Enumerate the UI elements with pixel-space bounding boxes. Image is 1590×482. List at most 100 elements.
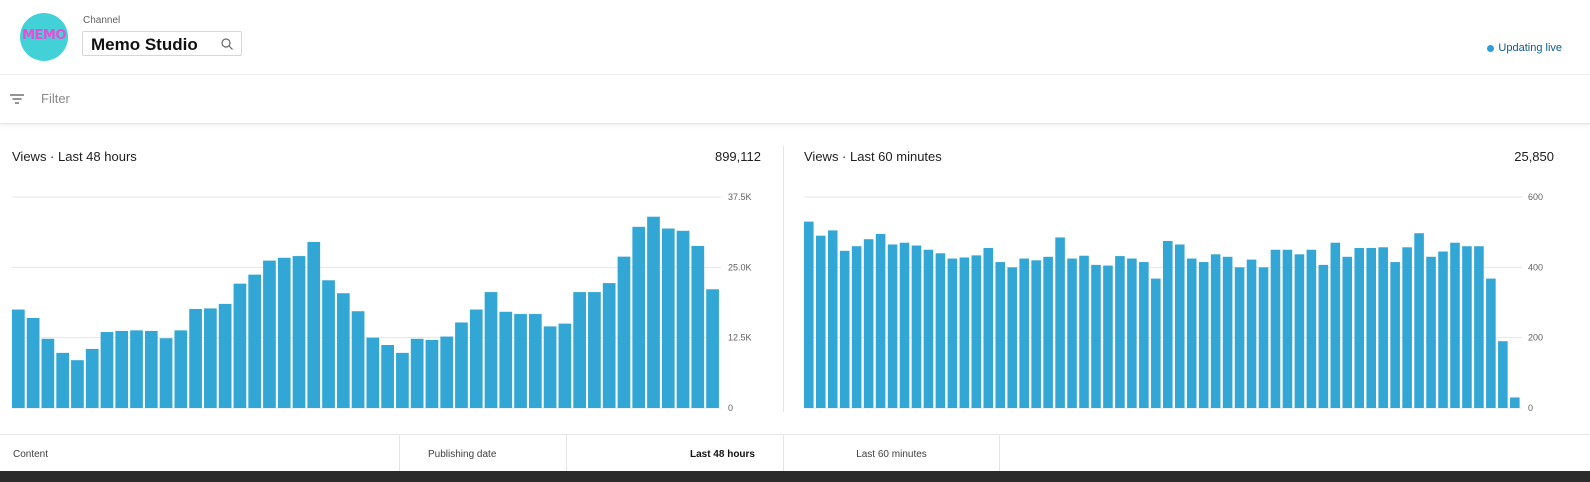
chart-48h-bar[interactable] <box>322 280 335 408</box>
chart-60m-bar[interactable] <box>1079 255 1089 408</box>
chart-60m-bar[interactable] <box>1498 341 1508 408</box>
column-publishing-date[interactable]: Publishing date <box>400 435 567 475</box>
chart-60m-bar[interactable] <box>983 247 994 408</box>
chart-48h-bar[interactable] <box>100 332 114 408</box>
chart-48h-bar[interactable] <box>661 228 675 408</box>
channel-selector[interactable]: Memo Studio <box>82 31 242 56</box>
filter-input[interactable]: Filter <box>41 91 70 106</box>
chart-60m-bar[interactable] <box>1450 242 1460 408</box>
chart-60m-bar[interactable] <box>1019 258 1029 408</box>
chart-60m-bar[interactable] <box>1438 251 1448 408</box>
chart-48h-bar[interactable] <box>469 309 483 408</box>
chart-48h-bar[interactable] <box>159 338 173 408</box>
chart-48h-bar[interactable] <box>558 323 572 408</box>
chart-60m-bar[interactable] <box>1366 247 1377 408</box>
chart-60m-bar[interactable] <box>935 253 946 408</box>
chart-48h-bar[interactable] <box>144 330 158 408</box>
chart-48h-bar[interactable] <box>573 292 586 408</box>
chart-60m-bar[interactable] <box>1043 256 1053 408</box>
chart-60m-bar[interactable] <box>1330 242 1341 408</box>
chart-60m-bar[interactable] <box>1306 249 1317 408</box>
chart-60m-bar[interactable] <box>1486 278 1496 408</box>
chart-60m-bar[interactable] <box>1186 258 1197 408</box>
chart-60m-bar[interactable] <box>1246 259 1257 408</box>
chart-60m-bar[interactable] <box>1234 267 1245 408</box>
chart-60m-bar[interactable] <box>1294 254 1305 408</box>
chart-48h-bar[interactable] <box>263 260 276 408</box>
chart-48h-bar[interactable] <box>676 230 690 408</box>
chart-60m-bar[interactable] <box>959 257 970 408</box>
chart-48h-bar[interactable] <box>396 352 409 408</box>
chart-60m-bar[interactable] <box>1007 267 1018 408</box>
chart-60m-bar[interactable] <box>815 235 826 408</box>
chart-60m-bar[interactable] <box>1067 258 1077 408</box>
chart-60m-bar[interactable] <box>1282 249 1293 408</box>
chart-60m-bar[interactable] <box>863 239 874 408</box>
search-icon[interactable] <box>220 37 234 51</box>
chart-60m-bar[interactable] <box>1510 397 1520 408</box>
chart-60m-bar[interactable] <box>1378 247 1388 408</box>
chart-48h-bar[interactable] <box>204 308 217 408</box>
chart-60m-bar[interactable] <box>1222 256 1233 408</box>
chart-60m-bar[interactable] <box>1354 247 1365 408</box>
chart-60m-bar[interactable] <box>1031 260 1041 408</box>
chart-48h-bar[interactable] <box>410 338 424 408</box>
chart-48h-bar[interactable] <box>351 311 365 408</box>
chart-60m-bar[interactable] <box>1210 254 1221 408</box>
chart-60m-bar[interactable] <box>1426 256 1436 408</box>
chart-48h-bar[interactable] <box>632 226 646 408</box>
column-last-60-minutes[interactable]: Last 60 minutes <box>784 435 1000 475</box>
chart-60m-bar[interactable] <box>1091 264 1101 408</box>
chart-60m-bar[interactable] <box>1139 262 1149 408</box>
chart-60m-bar[interactable] <box>1402 247 1412 408</box>
chart-48h-bar[interactable] <box>381 344 394 408</box>
chart-48h-bar[interactable] <box>115 330 129 408</box>
chart-48h-bar[interactable] <box>218 303 232 408</box>
chart-60m-bar[interactable] <box>1115 256 1125 408</box>
chart-60m-bar[interactable] <box>827 230 838 408</box>
chart-60m-bar[interactable] <box>1474 246 1484 408</box>
filter-bar[interactable]: Filter <box>0 75 1590 124</box>
chart-60m-bar[interactable] <box>887 244 898 408</box>
chart-60m-bar[interactable] <box>875 233 886 408</box>
chart-48h-bar[interactable] <box>307 242 321 408</box>
chart-60m-bar[interactable] <box>1055 237 1065 408</box>
chart-48h-bar[interactable] <box>455 322 468 408</box>
chart-48h-bar[interactable] <box>233 283 247 408</box>
column-content[interactable]: Content <box>0 435 400 475</box>
channel-avatar[interactable]: MEMO <box>20 13 68 61</box>
chart-60m-bar[interactable] <box>899 242 910 408</box>
chart-60m-bar[interactable] <box>1151 278 1161 408</box>
chart-48h-bar[interactable] <box>292 256 306 408</box>
chart-60m-bar[interactable] <box>1390 262 1400 408</box>
chart-60m-bar[interactable] <box>804 221 814 408</box>
chart-60m-bar[interactable] <box>947 258 958 408</box>
chart-48h-bar[interactable] <box>12 309 25 408</box>
chart-60m-bar[interactable] <box>1198 262 1209 408</box>
chart-48h-bar[interactable] <box>647 216 660 408</box>
chart-48h-bar[interactable] <box>248 274 262 408</box>
chart-48h-bar[interactable] <box>71 360 84 408</box>
chart-60m-bar[interactable] <box>1342 256 1353 408</box>
chart-60m-bar[interactable] <box>1318 264 1329 408</box>
chart-48h-bar[interactable] <box>706 289 719 408</box>
chart-48h-bar[interactable] <box>336 293 350 408</box>
chart-60m-bar[interactable] <box>971 255 982 408</box>
chart-48h-bar[interactable] <box>26 317 40 408</box>
chart-48h-bar[interactable] <box>484 292 498 408</box>
chart-48h-bar[interactable] <box>425 339 439 408</box>
chart-48h-bar[interactable] <box>189 308 202 408</box>
chart-60m-bar[interactable] <box>1258 267 1269 408</box>
chart-48h-bar[interactable] <box>56 352 70 408</box>
chart-60m-bar[interactable] <box>839 250 850 408</box>
chart-60m-bar[interactable] <box>851 246 862 408</box>
chart-48h-bar[interactable] <box>543 326 557 408</box>
chart-48h-bar[interactable] <box>617 256 631 408</box>
chart-48h-bar[interactable] <box>366 337 380 408</box>
chart-48h-bar[interactable] <box>514 314 527 408</box>
chart-48h-bar[interactable] <box>85 348 99 408</box>
chart-48h-bar[interactable] <box>602 283 616 408</box>
chart-48h-bar[interactable] <box>174 330 188 408</box>
chart-60m-bar[interactable] <box>1414 233 1424 408</box>
chart-48h-bar[interactable] <box>440 336 454 408</box>
